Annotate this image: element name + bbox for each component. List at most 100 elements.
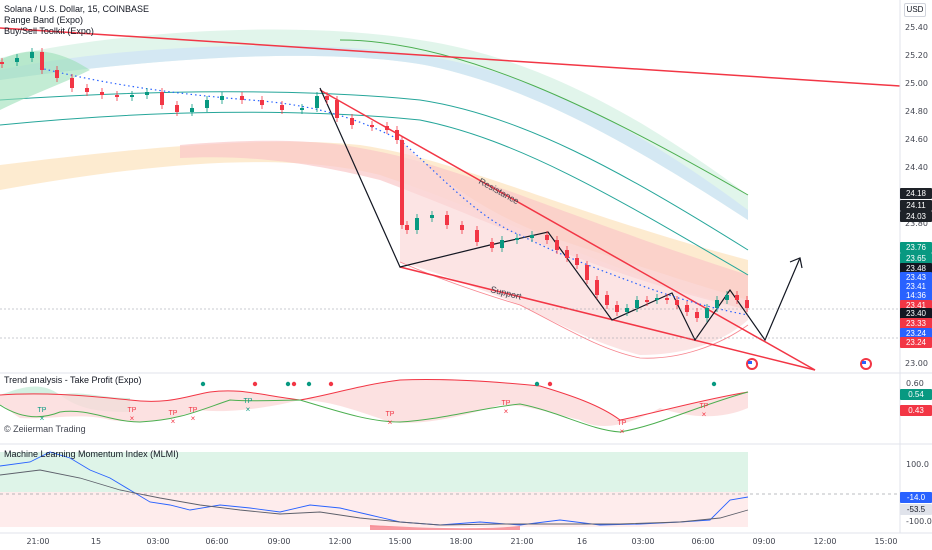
time-axis-label: 18:00: [449, 537, 473, 546]
trend-value-tag: 0.54: [900, 389, 932, 400]
candle-body: [115, 95, 119, 97]
price-axis-label: 23.00: [905, 359, 928, 368]
candle-body: [300, 108, 304, 110]
trend-line-green: [0, 391, 749, 433]
tp-label: TP: [618, 420, 627, 427]
candle-body: [220, 96, 224, 100]
candle-body: [490, 242, 494, 248]
tp-label: TP: [700, 403, 709, 410]
trend-line-red: [0, 378, 749, 421]
time-axis-label: 15:00: [874, 537, 898, 546]
candle-body: [40, 52, 44, 70]
price-tag: 23.33: [900, 318, 932, 329]
mlmi-pane-legend: Machine Learning Momentum Index (MLMI): [4, 449, 179, 460]
candle-body: [70, 78, 74, 88]
signal-dots: [200, 381, 717, 387]
price-axis-label: 24.40: [905, 163, 928, 172]
price-tag: 23.41: [900, 300, 932, 311]
trend-axis-label: 0.60: [906, 379, 924, 388]
candlestick-series: [0, 48, 749, 322]
mlmi-value-tag: -14.0: [900, 492, 932, 503]
mlmi-pane-title[interactable]: Machine Learning Momentum Index (MLMI): [4, 449, 179, 459]
symbol-title[interactable]: Solana / U.S. Dollar, 15, COINBASE: [4, 4, 150, 14]
candle-body: [350, 118, 354, 125]
time-axis-label: 03:00: [146, 537, 170, 546]
candle-body: [55, 70, 59, 78]
candle-body: [30, 52, 34, 58]
mlmi-axis-label: -100.0: [906, 517, 932, 526]
candle-body: [190, 108, 194, 112]
candle-body: [695, 312, 699, 318]
watermark-text: © Zeiierman Trading: [4, 424, 86, 434]
trend-pane-title[interactable]: Trend analysis - Take Profit (Expo): [4, 375, 142, 385]
tp-marker-group: TP×TP×TP×TP×TP×TP×TP×TP×TP×: [38, 398, 709, 436]
candle-body: [400, 140, 404, 225]
price-tag: 24.11: [900, 200, 932, 211]
candle-body: [370, 125, 374, 127]
currency-button[interactable]: USD: [904, 3, 926, 17]
candle-body: [445, 215, 449, 225]
tp-label: TP: [189, 407, 198, 414]
price-axis-label: 24.80: [905, 107, 928, 116]
time-axis-label: 06:00: [691, 537, 715, 546]
candle-body: [460, 225, 464, 230]
candle-body: [745, 300, 749, 308]
signal-dot: [252, 381, 258, 387]
candle-body: [280, 105, 284, 110]
zeiierman-watermark: © Zeiierman Trading: [4, 424, 86, 435]
candle-body: [205, 100, 209, 108]
signal-dot: [534, 381, 540, 387]
tp-cross-icon: ×: [246, 405, 251, 414]
candle-body: [335, 100, 339, 118]
candle-body: [100, 92, 104, 95]
toolkit-cloud-edge: [399, 261, 749, 359]
indicator-range-band-label[interactable]: Range Band (Expo): [4, 15, 84, 25]
time-axis-label: 15: [90, 537, 102, 546]
candle-body: [715, 300, 719, 308]
candle-body: [555, 240, 559, 250]
signal-dot: [547, 381, 553, 387]
tp-cross-icon: ×: [171, 417, 176, 426]
time-axis-label: 15:00: [388, 537, 412, 546]
candle-body: [565, 250, 569, 258]
time-axis-label: 03:00: [631, 537, 655, 546]
candle-body: [315, 96, 319, 108]
signal-dot: [306, 381, 312, 387]
tp-label: TP: [244, 398, 253, 405]
toolkit-red-cloud: [400, 140, 748, 355]
signal-dot: [291, 381, 297, 387]
indicator-buy-sell-label[interactable]: Buy/Sell Toolkit (Expo): [4, 26, 94, 36]
price-tag: 23.24: [900, 328, 932, 339]
candle-body: [635, 300, 639, 308]
price-axis-label: 24.60: [905, 135, 928, 144]
candle-body: [405, 225, 409, 230]
mlmi-axis-label: 100.0: [906, 460, 929, 469]
trend-pane-legend: Trend analysis - Take Profit (Expo): [4, 375, 142, 386]
mlmi-overbought-zone: [0, 452, 748, 492]
tp-label: TP: [169, 410, 178, 417]
price-axis-label: 23.80: [905, 219, 928, 228]
tp-cross-icon: ×: [504, 407, 509, 416]
support-line: [399, 266, 816, 371]
price-tag: 24.18: [900, 188, 932, 199]
time-axis-label: 12:00: [813, 537, 837, 546]
price-axis-label: 25.00: [905, 79, 928, 88]
dotted-ma-line: [39, 67, 749, 316]
price-tag: 23.41: [900, 281, 932, 292]
mlmi-oversold-zone: [0, 492, 748, 527]
time-axis-label: 09:00: [752, 537, 776, 546]
candle-body: [130, 95, 134, 97]
time-axis-label: 21:00: [26, 537, 50, 546]
price-axis-label: 25.40: [905, 23, 928, 32]
candle-body: [385, 126, 389, 130]
resistance-line: [319, 89, 816, 371]
candle-body: [705, 308, 709, 318]
price-tag: 24.03: [900, 211, 932, 222]
candle-body: [655, 298, 659, 300]
signal-dot: [711, 381, 717, 387]
trend-value-tag: 0.43: [900, 405, 932, 416]
candle-body: [625, 308, 629, 312]
time-axis-label: 16: [576, 537, 588, 546]
candle-body: [645, 300, 649, 302]
